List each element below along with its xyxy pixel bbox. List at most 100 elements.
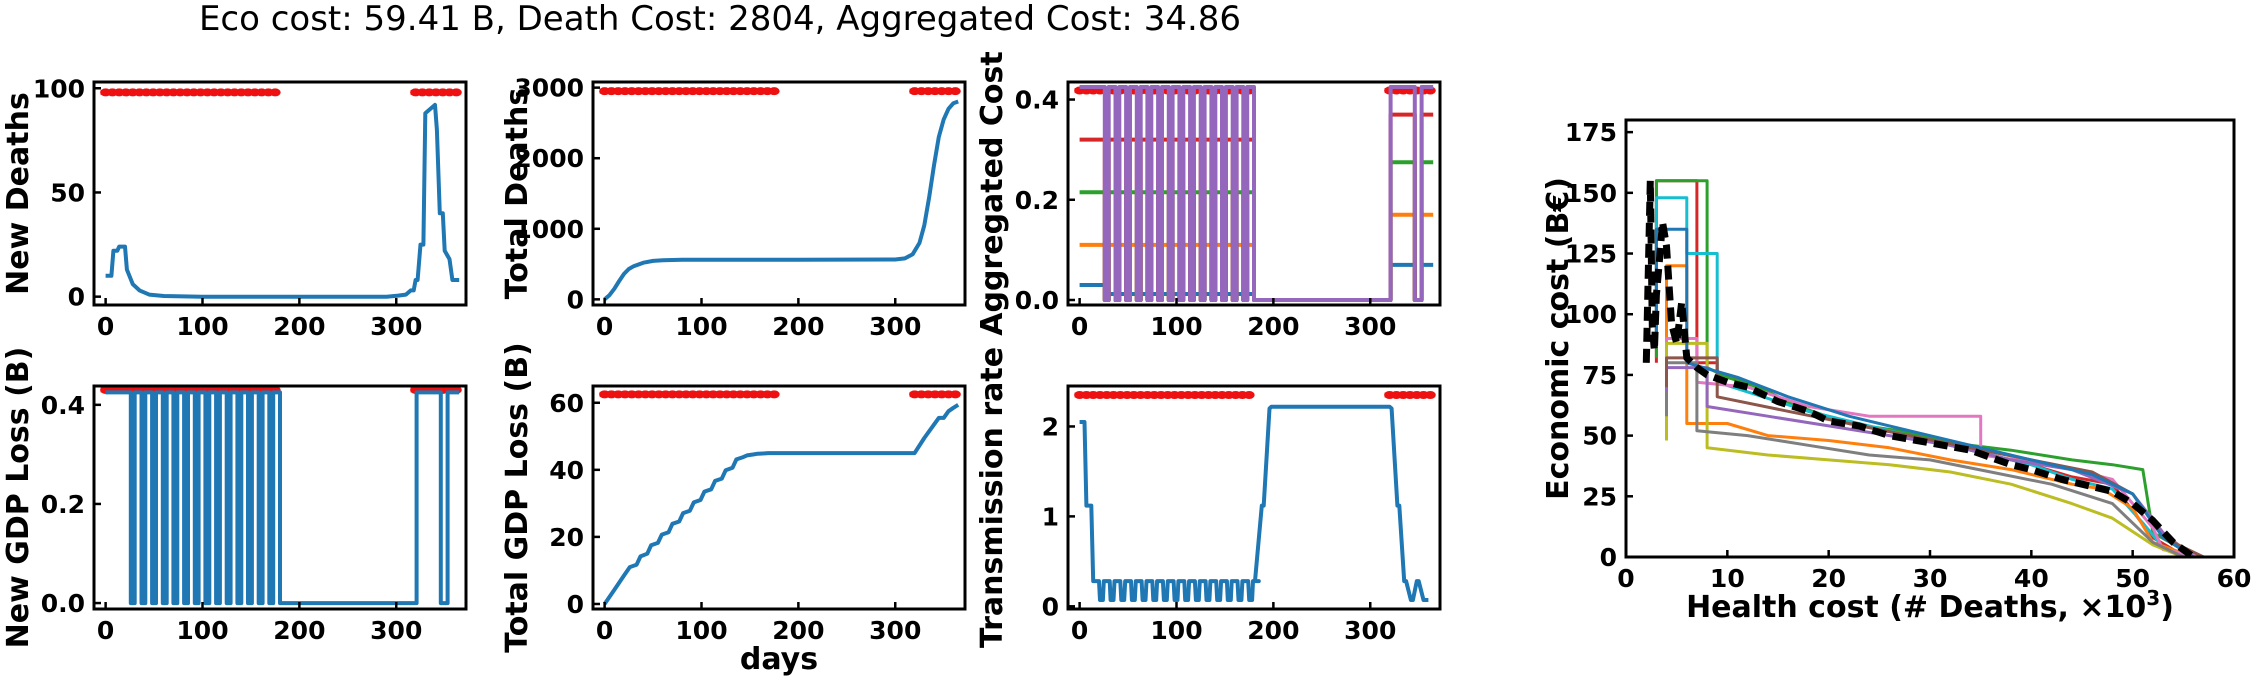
lockdown-marker [1094, 392, 1101, 398]
lockdown-marker [182, 89, 188, 95]
lockdown-marker [762, 88, 769, 94]
y-axis-label: Total Deaths [500, 88, 535, 299]
x-tick-label: 300 [1344, 312, 1396, 341]
lockdown-marker [633, 88, 640, 94]
lockdown-marker [1135, 392, 1142, 398]
lockdown-marker [626, 391, 633, 397]
y-tick-label: 125 [1565, 240, 1617, 269]
series-c0 [1079, 262, 1434, 302]
series-group [105, 390, 460, 606]
lockdown-marker [120, 387, 127, 393]
lockdown-marker [215, 89, 222, 95]
lockdown-marker [660, 391, 667, 397]
series-total deaths [603, 99, 959, 301]
lockdown-marker [243, 387, 250, 393]
lockdown-marker [728, 88, 735, 94]
lockdown-marker [1183, 88, 1190, 94]
lockdown-marker [936, 88, 943, 94]
y-tick-label: 0 [1600, 543, 1617, 572]
x-tick-label: 40 [2014, 564, 2049, 593]
lockdown-marker [916, 88, 923, 94]
lockdown-marker [209, 387, 216, 393]
lockdown-marker [1237, 88, 1244, 94]
lockdown-marker [687, 88, 694, 94]
lockdown-marker [410, 89, 417, 95]
lockdown-marker [161, 89, 168, 95]
lockdown-marker [1196, 392, 1203, 398]
series-c2 [1079, 160, 1434, 302]
lockdown-marker [1162, 88, 1169, 94]
y-tick-label: 60 [549, 389, 584, 418]
y-axis-label: New Deaths [1, 92, 36, 295]
x-tick-label: 0 [97, 312, 114, 341]
x-axis-label-end: ) [2160, 590, 2174, 625]
panel-pareto: 0 10 20 30 40 50 60 0 25 50 75 100 125 150 175 Economic… [1541, 118, 2251, 625]
lockdown-marker [1176, 392, 1183, 398]
lockdown-marker [161, 387, 168, 393]
lockdown-marker [742, 88, 749, 94]
lockdown-marker [256, 387, 263, 393]
lockdown-marker [148, 387, 155, 393]
lockdown-marker [1162, 392, 1169, 398]
lockdown-marker [1169, 392, 1176, 398]
series-c1 [1079, 212, 1434, 302]
x-tick-label: 300 [1344, 616, 1396, 645]
lockdown-marker [653, 88, 660, 94]
lockdown-marker [114, 387, 121, 393]
lockdown-marker [215, 387, 222, 393]
lockdown-marker [633, 391, 640, 397]
lockdown-marker [943, 391, 950, 397]
lockdown-marker [1074, 88, 1081, 94]
lockdown-marker [451, 387, 458, 393]
x-tick-label: 0 [1071, 616, 1088, 645]
y-tick-label: 100 [33, 74, 85, 103]
x-tick-label: 200 [772, 312, 824, 341]
y-tick-label: 50 [1582, 422, 1617, 451]
x-tick-label: 0 [97, 616, 114, 645]
lockdown-marker [270, 387, 277, 393]
x-tick-label: 20 [1811, 564, 1846, 593]
lockdown-marker [599, 391, 606, 397]
y-axis-label: Aggregated Cost [975, 51, 1010, 335]
lockdown-marker [728, 391, 735, 397]
x-axis-label: Health cost (# Deaths, ×103) [1686, 586, 2174, 625]
y-tick-label: 175 [1565, 118, 1617, 147]
lockdown-marker [424, 89, 431, 95]
lockdown-marker [916, 391, 923, 397]
lockdown-marker [451, 89, 458, 95]
lockdown-marker [929, 391, 936, 397]
x-tick-label: 300 [869, 616, 921, 645]
lockdown-marker [222, 387, 229, 393]
lockdown-marker [755, 391, 762, 397]
x-tick-label: 10 [1710, 564, 1745, 593]
axes-frame [1066, 80, 1442, 307]
lockdown-marker [154, 387, 161, 393]
lockdown-marker [154, 89, 161, 95]
lockdown-marker [417, 387, 424, 393]
lockdown-marker [606, 88, 613, 94]
lockdown-marker [114, 89, 121, 95]
lockdown-marker [141, 89, 148, 95]
lockdown-marker [950, 391, 957, 397]
series-group [1642, 177, 2205, 557]
series-group [603, 99, 959, 301]
lockdown-marker [613, 88, 620, 94]
y-tick-label: 0.2 [1015, 186, 1059, 215]
lockdown-marker [195, 387, 202, 393]
lockdown-marker [681, 391, 687, 397]
x-tick-label: 100 [1150, 312, 1202, 341]
y-axis-label: Total GDP Loss (B) [500, 342, 535, 653]
lockdown-marker [1384, 88, 1391, 94]
lockdown-marker [168, 89, 175, 95]
x-tick-label: 50 [2115, 564, 2150, 593]
lockdown-marker [168, 387, 175, 393]
series-mean [1642, 177, 2196, 557]
y-tick-label: 0 [68, 283, 85, 312]
lockdown-marker [1088, 88, 1095, 94]
y-tick-label: 0 [567, 285, 584, 314]
x-tick-label: 300 [370, 312, 422, 341]
lockdown-marker [195, 89, 202, 95]
y-axis-label: New GDP Loss (B) [1, 347, 36, 649]
x-tick-label: 100 [675, 312, 727, 341]
y-tick-label: 0 [567, 590, 584, 619]
